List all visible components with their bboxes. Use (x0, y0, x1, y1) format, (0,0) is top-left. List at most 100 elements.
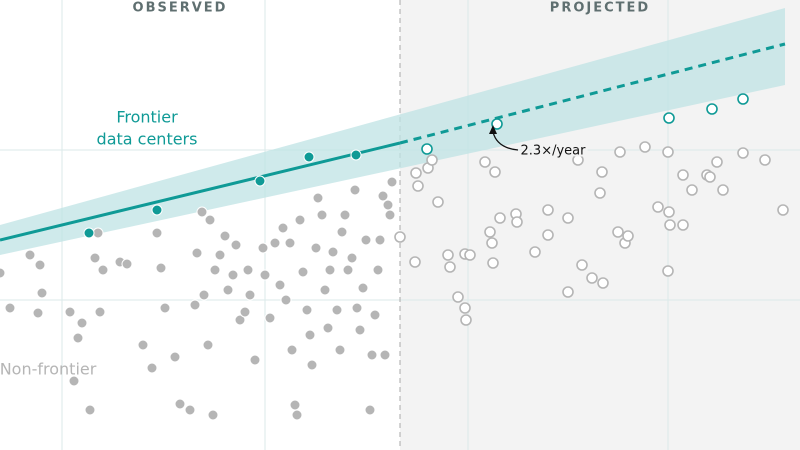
data-point (639, 141, 651, 153)
data-point (94, 306, 106, 318)
data-point (336, 226, 348, 238)
data-point (249, 354, 261, 366)
data-point (410, 167, 422, 179)
data-point (277, 222, 289, 234)
data-point (191, 247, 203, 259)
data-point (394, 231, 406, 243)
data-point (274, 279, 286, 291)
data-point (254, 175, 266, 187)
data-point (489, 166, 501, 178)
data-point (511, 216, 523, 228)
data-point (369, 309, 381, 321)
section-label: OBSERVED (133, 1, 228, 16)
data-point (280, 294, 292, 306)
data-point (421, 143, 433, 155)
data-point (529, 246, 541, 258)
trend-line-projected (399, 42, 786, 145)
data-point (312, 192, 324, 204)
data-point (83, 227, 95, 239)
data-point (426, 154, 438, 166)
data-point (204, 214, 216, 226)
data-point (32, 307, 44, 319)
data-point (686, 184, 698, 196)
data-point (319, 284, 331, 296)
data-point (24, 249, 36, 261)
data-point (432, 196, 444, 208)
data-point (259, 269, 271, 281)
data-point (374, 234, 386, 246)
data-point (72, 332, 84, 344)
data-point (269, 237, 281, 249)
frontier-label: Frontier (116, 108, 178, 127)
data-point (284, 237, 296, 249)
data-point (184, 404, 196, 416)
data-point (84, 404, 96, 416)
data-point (409, 256, 421, 268)
data-point (597, 277, 609, 289)
data-point (677, 169, 689, 181)
annotation-arrowhead (489, 125, 497, 134)
data-point (377, 190, 389, 202)
data-point (239, 306, 251, 318)
data-point (366, 349, 378, 361)
data-point (562, 212, 574, 224)
data-point (663, 206, 675, 218)
annotation-arrow (492, 131, 519, 151)
trend-line (0, 141, 401, 242)
data-point (322, 322, 334, 334)
data-point (357, 282, 369, 294)
data-point (442, 249, 454, 261)
data-point (68, 375, 80, 387)
data-point (209, 264, 221, 276)
data-point (339, 209, 351, 221)
section-label: PROJECTED (550, 1, 650, 16)
data-point (137, 339, 149, 351)
data-point (372, 264, 384, 276)
data-point (222, 284, 234, 296)
data-point (327, 246, 339, 258)
data-point (349, 184, 361, 196)
data-point (214, 249, 226, 261)
data-point (198, 289, 210, 301)
data-point (219, 230, 231, 242)
data-point (196, 206, 208, 218)
data-point (146, 362, 158, 374)
data-point (244, 289, 256, 301)
data-point (586, 272, 598, 284)
data-point (76, 317, 88, 329)
data-point (706, 103, 718, 115)
data-point (737, 147, 749, 159)
data-point (711, 156, 723, 168)
data-point (289, 399, 301, 411)
data-point (717, 184, 729, 196)
data-point (286, 344, 298, 356)
data-point (342, 264, 354, 276)
data-point (151, 204, 163, 216)
data-point (777, 204, 789, 216)
data-point (486, 237, 498, 249)
data-point (234, 314, 246, 326)
data-point (596, 166, 608, 178)
frontier-label: data centers (97, 130, 198, 149)
data-point (759, 154, 771, 166)
data-point (34, 259, 46, 271)
data-point (663, 112, 675, 124)
data-point (159, 302, 171, 314)
data-point (121, 258, 133, 270)
data-point (464, 249, 476, 261)
data-point (614, 146, 626, 158)
data-point (264, 312, 276, 324)
data-point (364, 404, 376, 416)
data-point (662, 146, 674, 158)
data-point (542, 204, 554, 216)
data-point (612, 226, 624, 238)
data-point (487, 257, 499, 269)
data-point (412, 180, 424, 192)
data-point (301, 304, 313, 316)
data-point (331, 304, 343, 316)
data-point (334, 344, 346, 356)
data-point (257, 242, 269, 254)
data-point (576, 259, 588, 271)
data-point (452, 291, 464, 303)
